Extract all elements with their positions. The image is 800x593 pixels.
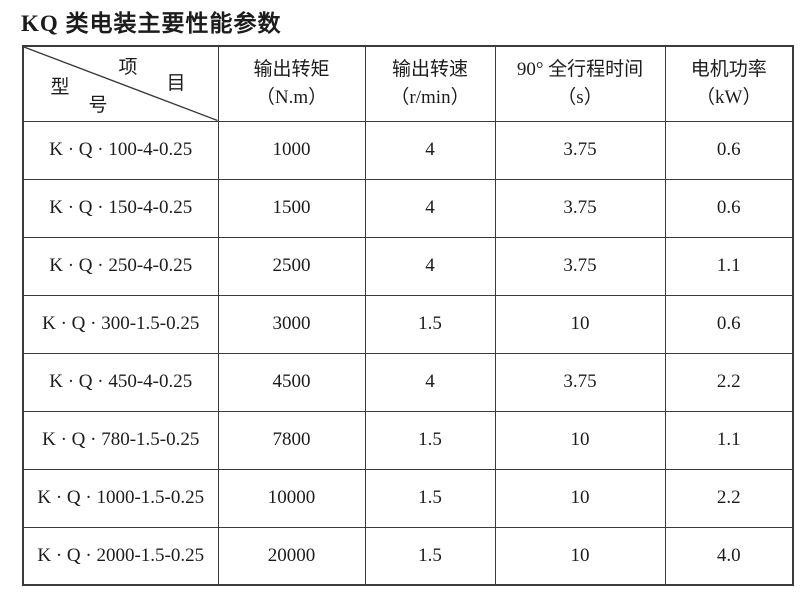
model-cell: K · Q · 250-4-0.25 [22, 236, 219, 296]
torque-cell: 1000 [217, 120, 366, 180]
speed-cell: 4 [364, 236, 496, 296]
column-header-motor-power: 电机功率 （kW） [664, 45, 794, 122]
time-cell: 10 [494, 410, 666, 470]
table-row: K · Q · 1000-1.5-0.25 10000 1.5 10 2.2 [22, 468, 794, 528]
column-header-torque-name: 输出转矩 [253, 58, 330, 80]
torque-cell: 20000 [217, 526, 366, 586]
table-row: K · Q · 450-4-0.25 4500 4 3.75 2.2 [22, 352, 794, 412]
power-cell: 2.2 [664, 352, 794, 412]
torque-cell: 3000 [217, 294, 366, 354]
speed-cell: 4 [364, 120, 496, 180]
column-header-torque: 输出转矩 （N.m） [217, 45, 366, 122]
speed-cell: 4 [364, 178, 496, 238]
table-header: 项 目 型 号 输出转矩 （N.m） 输出转速 （r/min） 90° 全行程时… [22, 45, 794, 122]
column-header-speed-name: 输出转速 [391, 58, 468, 80]
torque-cell: 10000 [217, 468, 366, 528]
model-cell: K · Q · 450-4-0.25 [22, 352, 219, 412]
speed-cell: 1.5 [364, 410, 496, 470]
model-cell: K · Q · 300-1.5-0.25 [22, 294, 219, 354]
table-row: K · Q · 250-4-0.25 2500 4 3.75 1.1 [22, 236, 794, 296]
model-cell: K · Q · 150-4-0.25 [22, 178, 219, 238]
model-cell: K · Q · 1000-1.5-0.25 [22, 468, 219, 528]
time-cell: 10 [494, 468, 666, 528]
model-cell: K · Q · 780-1.5-0.25 [22, 410, 219, 470]
model-cell: K · Q · 100-4-0.25 [22, 120, 219, 180]
power-cell: 1.1 [664, 410, 794, 470]
time-cell: 10 [494, 526, 666, 586]
column-header-torque-unit: （N.m） [255, 86, 328, 108]
column-header-speed: 输出转速 （r/min） [364, 45, 496, 122]
header-row: 项 目 型 号 输出转矩 （N.m） 输出转速 （r/min） 90° 全行程时… [22, 45, 794, 122]
column-header-stroke-time-unit: （s） [557, 86, 603, 108]
corner-label-item-char2: 目 [166, 73, 186, 94]
power-cell: 2.2 [664, 468, 794, 528]
time-cell: 3.75 [494, 352, 666, 412]
speed-cell: 4 [364, 352, 496, 412]
table-row: K · Q · 100-4-0.25 1000 4 3.75 0.6 [22, 120, 794, 180]
time-cell: 10 [494, 294, 666, 354]
diagonal-divider-line [24, 47, 217, 120]
time-cell: 3.75 [494, 120, 666, 180]
column-header-stroke-time-name: 90° 全行程时间 [516, 58, 644, 80]
table-row: K · Q · 300-1.5-0.25 3000 1.5 10 0.6 [22, 294, 794, 354]
table-row: K · Q · 780-1.5-0.25 7800 1.5 10 1.1 [22, 410, 794, 470]
torque-cell: 2500 [217, 236, 366, 296]
corner-label-item-char1: 项 [118, 57, 138, 78]
table-body: K · Q · 100-4-0.25 1000 4 3.75 0.6 K · Q · 15… [22, 120, 794, 586]
corner-label-model-char1: 型 [50, 77, 70, 98]
page-title: KQ 类电装主要性能参数 [21, 11, 282, 36]
column-header-speed-unit: （r/min） [390, 86, 470, 108]
time-cell: 3.75 [494, 178, 666, 238]
power-cell: 0.6 [664, 178, 794, 238]
table-row: K · Q · 150-4-0.25 1500 4 3.75 0.6 [22, 178, 794, 238]
table-row: K · Q · 2000-1.5-0.25 20000 1.5 10 4.0 [22, 526, 794, 586]
speed-cell: 1.5 [364, 468, 496, 528]
power-cell: 1.1 [664, 236, 794, 296]
speed-cell: 1.5 [364, 526, 496, 586]
time-cell: 3.75 [494, 236, 666, 296]
torque-cell: 1500 [217, 178, 366, 238]
torque-cell: 7800 [217, 410, 366, 470]
power-cell: 0.6 [664, 294, 794, 354]
model-cell: K · Q · 2000-1.5-0.25 [22, 526, 219, 586]
performance-table: 项 目 型 号 输出转矩 （N.m） 输出转速 （r/min） 90° 全行程时… [22, 45, 794, 586]
column-header-motor-power-name: 电机功率 [690, 58, 767, 80]
column-header-stroke-time: 90° 全行程时间 （s） [494, 45, 666, 122]
power-cell: 4.0 [664, 526, 794, 586]
speed-cell: 1.5 [364, 294, 496, 354]
corner-label-model-char2: 号 [88, 95, 108, 116]
column-header-motor-power-unit: （kW） [696, 86, 762, 108]
diagonal-corner-cell: 项 目 型 号 [22, 45, 219, 122]
power-cell: 0.6 [664, 120, 794, 180]
torque-cell: 4500 [217, 352, 366, 412]
